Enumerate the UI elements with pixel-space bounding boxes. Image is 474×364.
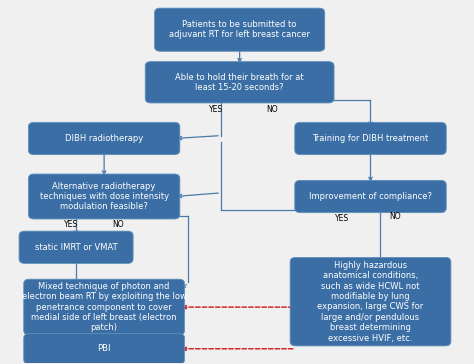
- FancyBboxPatch shape: [295, 181, 446, 213]
- Text: YES: YES: [209, 105, 223, 114]
- Text: NO: NO: [112, 220, 124, 229]
- Text: static IMRT or VMAT: static IMRT or VMAT: [35, 243, 118, 252]
- FancyBboxPatch shape: [19, 231, 133, 264]
- Text: NO: NO: [389, 212, 401, 221]
- Text: Improvement of compliance?: Improvement of compliance?: [309, 192, 432, 201]
- FancyBboxPatch shape: [24, 279, 184, 335]
- Text: DIBH radiotherapy: DIBH radiotherapy: [65, 134, 143, 143]
- Text: Patients to be submitted to
adjuvant RT for left breast cancer: Patients to be submitted to adjuvant RT …: [169, 20, 310, 39]
- Text: Alternative radiotherapy
techniques with dose intensity
modulation feasible?: Alternative radiotherapy techniques with…: [39, 182, 169, 211]
- Text: YES: YES: [336, 214, 349, 223]
- Text: YES: YES: [64, 220, 79, 229]
- FancyBboxPatch shape: [155, 8, 325, 51]
- Text: Training for DIBH treatment: Training for DIBH treatment: [312, 134, 428, 143]
- Text: NO: NO: [266, 105, 278, 114]
- Text: PBI: PBI: [97, 344, 111, 353]
- FancyBboxPatch shape: [28, 122, 180, 155]
- Text: Highly hazardous
anatomical conditions,
such as wide HCWL not
modifiable by lung: Highly hazardous anatomical conditions, …: [318, 261, 424, 343]
- FancyBboxPatch shape: [28, 174, 180, 219]
- FancyBboxPatch shape: [145, 62, 334, 103]
- FancyBboxPatch shape: [295, 122, 446, 155]
- FancyBboxPatch shape: [24, 333, 184, 364]
- Text: Able to hold their breath for at
least 15-20 seconds?: Able to hold their breath for at least 1…: [175, 72, 304, 92]
- FancyBboxPatch shape: [290, 257, 451, 346]
- Text: Mixed technique of photon and
electron beam RT by exploiting the low
penetrance : Mixed technique of photon and electron b…: [22, 282, 187, 332]
